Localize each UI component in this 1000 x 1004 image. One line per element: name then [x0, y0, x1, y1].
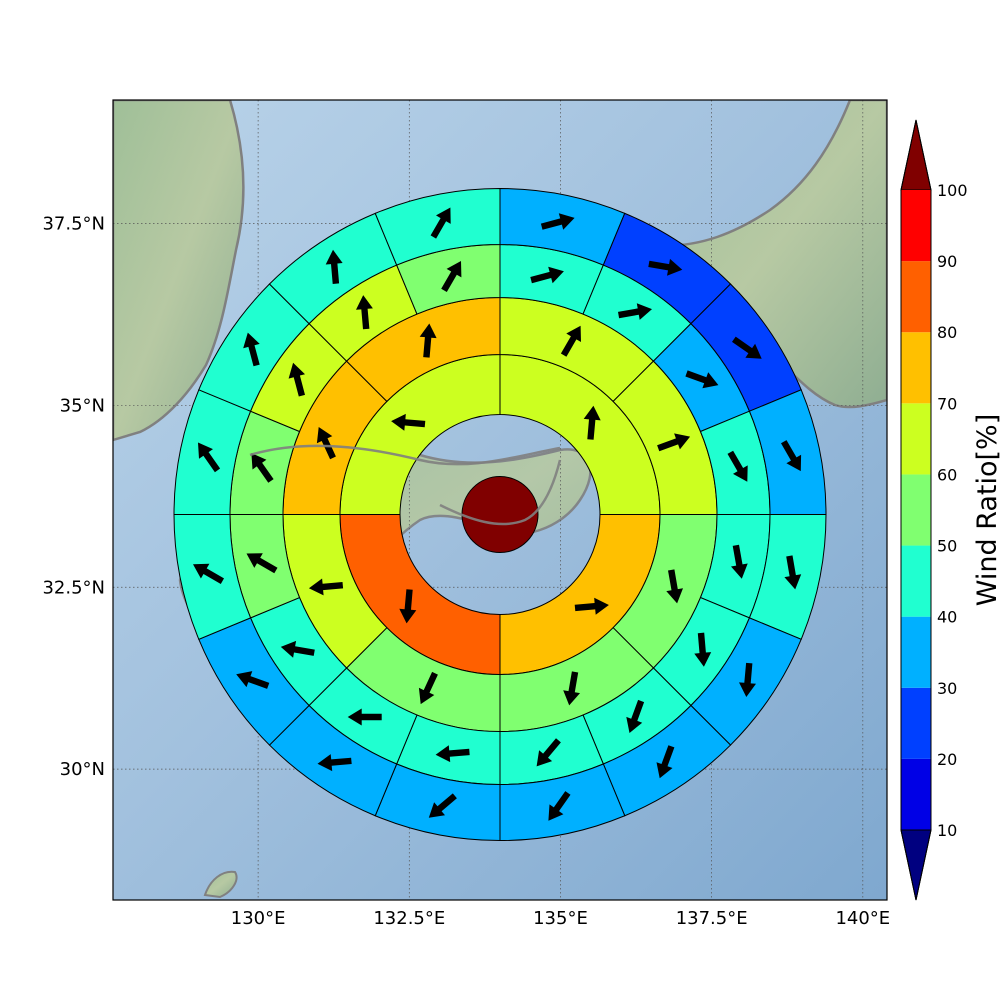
colorbar-segment-6 — [901, 332, 931, 404]
wind-arrow-r2-s6 — [308, 578, 344, 596]
wind-arrow-r4-s3 — [732, 336, 762, 359]
wind-arrow-r4-s16 — [430, 207, 451, 239]
y-tick-label-2: 35°N — [60, 395, 105, 416]
x-tick-label-1: 132.5°E — [373, 908, 445, 929]
colorbar-segment-3 — [901, 545, 931, 617]
colorbar: 10 20 30 40 50 60 70 80 90 100 Wind Ratio[%] — [900, 119, 1000, 901]
colorbar-segment-5 — [901, 403, 931, 475]
wind-arrow-r2-s3 — [666, 569, 683, 604]
wind-arrow-r3-s1 — [530, 266, 564, 284]
center-disc — [461, 476, 539, 554]
colorbar-under-triangle — [900, 829, 932, 901]
wind-arrow-r3-s10 — [347, 708, 382, 726]
wind-arrows — [193, 207, 802, 821]
wind-arrow-r4-s11 — [236, 671, 270, 689]
colorbar-segment-7 — [901, 261, 931, 333]
colorbar-over-triangle — [900, 119, 932, 191]
wind-arrow-r4-s12 — [193, 563, 224, 584]
colorbar-tick-label-8: 90 — [937, 252, 957, 271]
colorbar-tick-label-0: 10 — [937, 821, 957, 840]
colorbar-segment-2 — [901, 616, 931, 688]
y-tick-label-1: 32.5°N — [42, 577, 105, 598]
wind-arrow-r2-s5 — [418, 671, 438, 705]
wind-arrow-r3-s15 — [356, 295, 373, 330]
wind-arrow-r4-s6 — [739, 662, 756, 697]
wind-arrow-r1-s2 — [574, 597, 609, 615]
map-axes: 130°E 132.5°E 135°E 137.5°E 140°E 30°N 32.5°N 3… — [42, 214, 890, 929]
wind-arrow-r3-s3 — [685, 370, 719, 389]
wind-arrow-r4-s4 — [781, 440, 802, 472]
colorbar-segment-4 — [901, 474, 931, 546]
wind-arrow-r3-s9 — [435, 745, 470, 763]
wind-arrow-r3-s11 — [280, 640, 315, 658]
colorbar-segment-8 — [901, 190, 931, 262]
wind-arrow-r4-s14 — [243, 332, 260, 367]
wind-arrow-r3-s8 — [536, 738, 561, 767]
wind-arrow-r4-s15 — [325, 249, 343, 284]
wind-arrow-r3-s13 — [251, 453, 274, 483]
colorbar-label: Wind Ratio[%] — [972, 414, 1000, 606]
korea-landmass — [113, 100, 245, 442]
colorbar-tick-label-2: 30 — [937, 679, 957, 698]
wind-arrow-r3-s5 — [731, 544, 748, 579]
wind-arrow-r3-s16 — [441, 261, 462, 292]
wind-arrow-r2-s7 — [316, 427, 336, 460]
coastline-overlay — [249, 444, 562, 526]
wind-arrow-r4-s7 — [656, 745, 675, 779]
wind-arrow-r3-s6 — [694, 632, 712, 667]
x-tick-label-4: 140°E — [835, 908, 890, 929]
colorbar-segment-0 — [901, 758, 931, 830]
x-tick-label-0: 130°E — [231, 908, 286, 929]
wind-arrow-r1-s1 — [583, 405, 601, 440]
wind-arrow-r1-s3 — [399, 589, 417, 624]
colorbar-tick-label-4: 50 — [937, 537, 957, 556]
wind-arrow-r3-s2 — [618, 303, 652, 320]
x-tick-label-3: 137.5°E — [676, 908, 748, 929]
wind-arrow-r4-s2 — [648, 258, 683, 276]
wind-arrow-r4-s1 — [540, 213, 575, 230]
colorbar-segment-1 — [901, 687, 931, 759]
colorbar-outline — [900, 119, 932, 901]
wind-arrow-r3-s12 — [246, 553, 278, 574]
wind-arrow-r2-s8 — [419, 323, 437, 358]
wind-arrow-r4-s5 — [784, 555, 802, 590]
wind-arrow-r4-s10 — [317, 754, 352, 772]
colorbar-tick-label-3: 40 — [937, 608, 957, 627]
wind-arrow-r2-s2 — [657, 433, 691, 452]
x-tick-label-2: 135°E — [533, 908, 588, 929]
wind-arrow-r2-s4 — [563, 671, 580, 706]
colorbar-tick-label-6: 70 — [937, 394, 957, 413]
wind-arrow-r1-s4 — [391, 413, 426, 431]
southern-island — [203, 870, 238, 899]
colorbar-tick-label-9: 100 — [937, 181, 968, 200]
wind-arrow-r4-s13 — [198, 442, 221, 473]
map-area — [113, 100, 887, 900]
map-frame — [112, 99, 888, 901]
wind-arrow-r3-s14 — [288, 362, 305, 397]
wind-arrow-r4-s9 — [428, 793, 457, 818]
wind-arrow-r4-s8 — [548, 791, 571, 821]
wind-arrow-r3-s4 — [727, 450, 748, 482]
colorbar-tick-label-1: 20 — [937, 750, 957, 769]
wind-arrow-r2-s1 — [560, 325, 581, 357]
y-tick-label-3: 37.5°N — [42, 214, 105, 235]
wind-arrow-r3-s7 — [626, 699, 645, 733]
sector-grid — [173, 188, 827, 842]
colorbar-tick-label-7: 80 — [937, 323, 957, 342]
colorbar-tick-label-5: 60 — [937, 465, 957, 484]
y-tick-label-0: 30°N — [60, 759, 105, 780]
